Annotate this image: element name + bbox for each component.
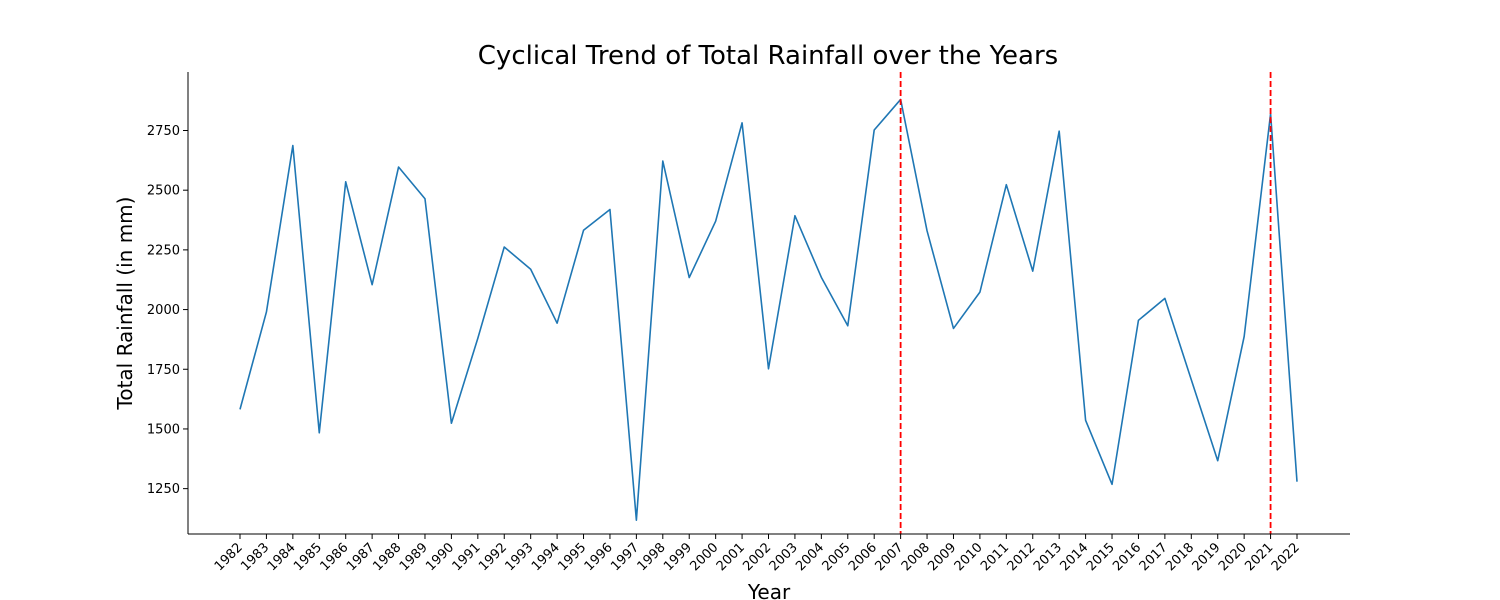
x-tick-label: 2003: [767, 540, 801, 574]
x-tick-label: 1999: [661, 540, 695, 574]
x-tick-label: 2012: [1005, 540, 1039, 574]
x-tick-label: 1992: [476, 540, 510, 574]
rainfall-series-line: [239, 98, 1298, 521]
x-tick-label: 1991: [450, 540, 484, 574]
x-tick-label: 1988: [370, 540, 404, 574]
y-tick-label: 1750: [147, 363, 180, 378]
x-tick-label: 1986: [318, 540, 352, 574]
x-tick-label: 2011: [978, 540, 1012, 574]
x-tick-label: 1995: [555, 540, 589, 574]
y-tick-label: 1500: [147, 422, 180, 437]
y-tick-label: 1250: [147, 482, 180, 497]
x-tick-label: 2005: [820, 540, 854, 574]
y-tick-label: 2250: [147, 243, 180, 258]
chart-title: Cyclical Trend of Total Rainfall over th…: [478, 41, 1058, 71]
x-tick-label: 1985: [291, 540, 325, 574]
x-axis-ticks: 1982198319841985198619871988198919901991…: [212, 534, 1303, 574]
x-tick-label: 2021: [1242, 540, 1276, 574]
x-tick-label: 2002: [740, 540, 774, 574]
x-tick-label: 1984: [265, 540, 299, 574]
y-axis-ticks: 1250 1500 1750 2000 2250 2500 2750: [147, 124, 188, 497]
x-tick-label: 2017: [1137, 540, 1171, 574]
x-tick-label: 2016: [1110, 540, 1144, 574]
y-tick-label: 2750: [147, 124, 180, 139]
x-tick-label: 1987: [344, 540, 378, 574]
x-tick-label: 1990: [423, 540, 457, 574]
x-tick-label: 2015: [1084, 540, 1118, 574]
x-tick-label: 1996: [582, 540, 616, 574]
x-tick-label: 1998: [635, 540, 669, 574]
x-tick-label: 2006: [846, 540, 880, 574]
x-tick-label: 2001: [714, 540, 748, 574]
x-axis-label: Year: [747, 580, 791, 600]
x-tick-label: 2004: [793, 540, 827, 574]
x-tick-label: 2008: [899, 540, 933, 574]
x-tick-label: 1997: [608, 540, 642, 574]
x-tick-label: 2018: [1163, 540, 1197, 574]
y-axis-label: Total Rainfall (in mm): [113, 197, 137, 411]
x-tick-label: 2019: [1190, 540, 1224, 574]
y-tick-label: 2500: [147, 184, 180, 199]
x-tick-label: 2013: [1031, 540, 1065, 574]
x-tick-label: 1982: [212, 540, 246, 574]
x-tick-label: 1989: [397, 540, 431, 574]
x-tick-label: 1983: [238, 540, 272, 574]
x-tick-label: 2000: [687, 540, 721, 574]
x-tick-label: 1994: [529, 540, 563, 574]
x-tick-label: 2009: [925, 540, 959, 574]
x-tick-label: 1993: [502, 540, 536, 574]
x-tick-label: 2007: [872, 540, 906, 574]
y-tick-label: 2000: [147, 303, 180, 318]
x-tick-label: 2014: [1057, 540, 1091, 574]
plot-area: [239, 72, 1298, 534]
x-tick-label: 2022: [1269, 540, 1303, 574]
x-tick-label: 2020: [1216, 540, 1250, 574]
x-tick-label: 2010: [952, 540, 986, 574]
